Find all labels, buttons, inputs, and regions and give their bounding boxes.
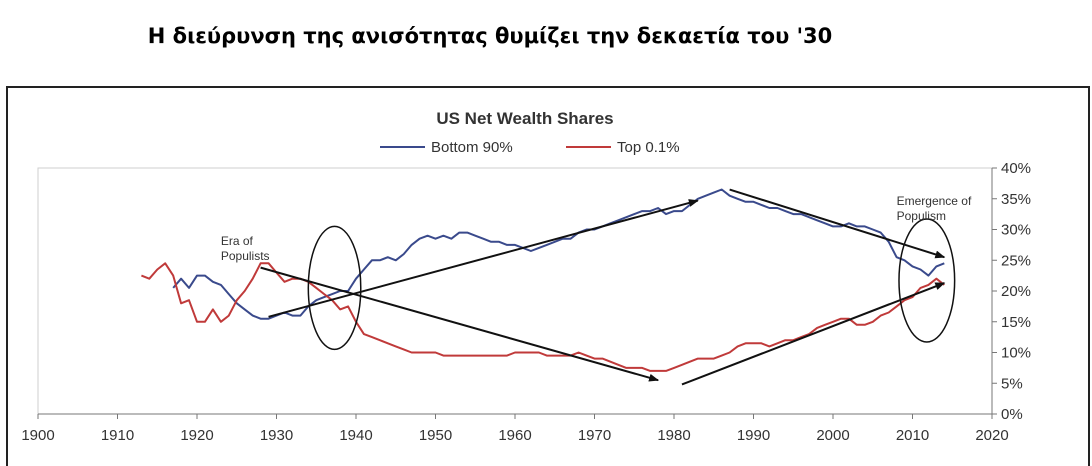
y-tick-label: 10% bbox=[1001, 345, 1031, 362]
y-tick-label: 25% bbox=[1001, 252, 1031, 269]
legend: Bottom 90% Top 0.1% bbox=[380, 139, 680, 156]
x-tick-label: 1930 bbox=[260, 427, 293, 444]
x-ticks: 1900 1910 1920 1930 1940 1950 1960 1970 1980 1990… bbox=[21, 414, 1009, 444]
series-line-bottom-90 bbox=[172, 188, 945, 320]
series-line-top-0-1 bbox=[141, 262, 945, 372]
y-tick-label: 35% bbox=[1001, 191, 1031, 208]
x-tick-label: 1910 bbox=[101, 427, 134, 444]
highlight-ellipse bbox=[307, 225, 362, 351]
chart-frame bbox=[6, 86, 1090, 466]
y-tick-label: 40% bbox=[1001, 160, 1031, 177]
plot-area bbox=[37, 167, 993, 415]
x-tick-label: 1940 bbox=[339, 427, 372, 444]
trend-arrow bbox=[268, 199, 699, 318]
headline: Η διεύρυνση της ανισότητας θυμίζει την δ… bbox=[147, 24, 833, 48]
x-tick-label: 1970 bbox=[578, 427, 611, 444]
annotation-label: Emergence of Populism bbox=[897, 194, 972, 223]
y-tick-label: 5% bbox=[1001, 375, 1023, 392]
y-tick-label: 0% bbox=[1001, 406, 1023, 423]
highlight-ellipse bbox=[898, 218, 956, 343]
x-tick-label: 1990 bbox=[737, 427, 770, 444]
x-tick-label: 1980 bbox=[657, 427, 690, 444]
y-ticks: 0% 5% 10% 15% 20% 25% 30% 35% 40% bbox=[992, 160, 1031, 423]
trend-arrow bbox=[681, 282, 946, 386]
x-tick-label: 1920 bbox=[180, 427, 213, 444]
annotation-label: Era of Populists bbox=[221, 234, 270, 263]
annotation-overlays: Era of Populists Emergence of Populism bbox=[221, 188, 972, 386]
x-tick-label: 2000 bbox=[816, 427, 849, 444]
trend-arrow bbox=[729, 188, 946, 259]
x-tick-label: 1950 bbox=[419, 427, 452, 444]
series-lines bbox=[141, 188, 945, 372]
x-tick-label: 2020 bbox=[975, 427, 1008, 444]
trend-arrow bbox=[260, 266, 660, 382]
chart-title: US Net Wealth Shares bbox=[436, 109, 613, 128]
y-tick-label: 15% bbox=[1001, 314, 1031, 331]
x-tick-label: 1960 bbox=[498, 427, 531, 444]
y-tick-label: 20% bbox=[1001, 283, 1031, 300]
legend-label-bottom-90: Bottom 90% bbox=[431, 139, 513, 156]
x-tick-label: 2010 bbox=[896, 427, 929, 444]
x-tick-label: 1900 bbox=[21, 427, 54, 444]
legend-label-top-0-1: Top 0.1% bbox=[617, 139, 680, 156]
y-tick-label: 30% bbox=[1001, 222, 1031, 239]
